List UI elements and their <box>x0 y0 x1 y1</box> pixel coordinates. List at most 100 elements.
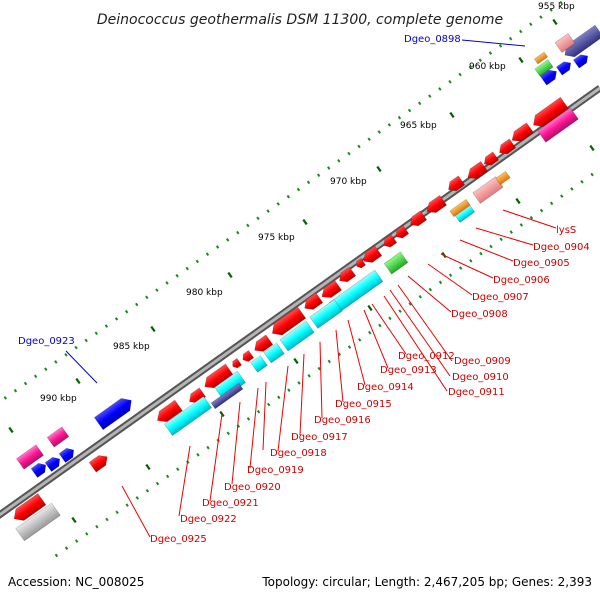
gene-feature[interactable] <box>472 176 504 204</box>
gene-feature[interactable] <box>454 205 476 223</box>
gene-feature[interactable] <box>58 445 77 463</box>
scale-dot <box>215 245 220 249</box>
gene-feature[interactable] <box>230 358 242 369</box>
scale-dot <box>155 481 160 486</box>
gene-feature[interactable] <box>240 350 255 363</box>
gene-feature[interactable] <box>481 151 500 168</box>
gene-feature[interactable] <box>268 306 307 339</box>
gene-feature[interactable] <box>16 444 44 470</box>
gene-label-dgeo0916[interactable]: Dgeo_0916 <box>314 415 371 426</box>
gene-label-dgeo0917[interactable]: Dgeo_0917 <box>291 432 348 443</box>
gene-feature[interactable] <box>279 320 315 352</box>
gene-label-dgeo0904[interactable]: Dgeo_0904 <box>533 242 590 253</box>
gene-label-dgeo0911[interactable]: Dgeo_0911 <box>448 387 505 398</box>
gene-feature[interactable] <box>537 107 579 143</box>
gene-label-dgeo0905[interactable]: Dgeo_0905 <box>513 258 570 269</box>
gene-feature[interactable] <box>263 342 285 364</box>
scale-dot <box>469 259 473 263</box>
scale-dot <box>398 309 402 313</box>
leader-line <box>121 485 151 538</box>
gene-label-dgeo0918[interactable]: Dgeo_0918 <box>270 448 327 459</box>
gene-label-dgeo0914[interactable]: Dgeo_0914 <box>357 382 414 393</box>
gene-feature[interactable] <box>529 96 569 130</box>
scale-dot <box>236 230 240 235</box>
gene-feature[interactable] <box>88 452 111 473</box>
gene-feature[interactable] <box>539 67 559 86</box>
gene-feature[interactable] <box>534 59 554 77</box>
gene-label-dgeo0907[interactable]: Dgeo_0907 <box>472 292 529 303</box>
gene-feature[interactable] <box>393 225 410 240</box>
gene-feature[interactable] <box>201 363 234 392</box>
major-tick <box>589 144 595 152</box>
leader-line <box>397 284 453 362</box>
gene-label-dgeo0921[interactable]: Dgeo_0921 <box>202 498 259 509</box>
gene-feature[interactable] <box>163 395 213 437</box>
gene-feature[interactable] <box>93 394 135 431</box>
scale-dot <box>185 266 189 271</box>
gene-label-lyss[interactable]: lysS <box>556 225 576 236</box>
gene-label-dgeo0909[interactable]: Dgeo_0909 <box>454 356 511 367</box>
gene-label-dgeo0910[interactable]: Dgeo_0910 <box>452 372 509 383</box>
gene-feature[interactable] <box>445 175 466 194</box>
gene-feature[interactable] <box>251 334 274 355</box>
gene-feature[interactable] <box>301 292 324 313</box>
scale-dot <box>489 244 493 249</box>
gene-feature[interactable] <box>318 279 343 301</box>
leader-line <box>262 381 267 451</box>
gene-label-dgeo0922[interactable]: Dgeo_0922 <box>180 514 237 525</box>
gene-feature[interactable] <box>250 355 268 373</box>
gene-feature[interactable] <box>509 122 534 146</box>
scale-dot <box>377 130 381 134</box>
gene-feature[interactable] <box>496 138 517 157</box>
gene-label-dgeo0898[interactable]: Dgeo_0898 <box>404 34 461 45</box>
gene-feature[interactable] <box>309 299 343 329</box>
gene-label-dgeo0920[interactable]: Dgeo_0920 <box>224 482 281 493</box>
gene-feature[interactable] <box>407 210 428 229</box>
gene-feature[interactable] <box>554 33 576 53</box>
gene-feature[interactable] <box>15 502 61 542</box>
gene-label-dgeo0923[interactable]: Dgeo_0923 <box>18 336 75 347</box>
gene-feature[interactable] <box>210 382 244 410</box>
gene-feature[interactable] <box>46 426 70 448</box>
scale-dot <box>499 237 503 242</box>
gene-label-dgeo0925[interactable]: Dgeo_0925 <box>150 534 207 545</box>
gene-feature[interactable] <box>154 399 183 426</box>
scale-dot <box>206 445 210 450</box>
gene-feature[interactable] <box>354 258 366 269</box>
gene-feature[interactable] <box>495 170 511 186</box>
gene-feature[interactable] <box>30 460 49 478</box>
gene-feature[interactable] <box>449 198 471 218</box>
gene-feature[interactable] <box>214 370 246 400</box>
scale-dot <box>367 137 371 142</box>
gene-label-dgeo0915[interactable]: Dgeo_0915 <box>335 399 392 410</box>
gene-label-dgeo0919[interactable]: Dgeo_0919 <box>247 465 304 476</box>
gene-feature[interactable] <box>10 493 47 524</box>
scale-dot <box>105 517 109 522</box>
leader-line <box>335 329 344 403</box>
scale-dot <box>64 352 68 357</box>
genome-backbone <box>0 85 600 519</box>
scale-dot <box>529 215 534 220</box>
scale-dot <box>64 546 69 551</box>
gene-feature[interactable] <box>572 52 590 69</box>
gene-label-dgeo0906[interactable]: Dgeo_0906 <box>493 275 550 286</box>
scale-dot <box>519 223 524 227</box>
scale-dot <box>357 144 361 149</box>
gene-feature[interactable] <box>464 160 489 182</box>
map-title: Deinococcus geothermalis DSM 11300, comp… <box>97 12 503 28</box>
gene-feature[interactable] <box>533 51 549 65</box>
gene-feature[interactable] <box>383 251 409 275</box>
scale-dot <box>165 474 170 479</box>
scale-dot <box>287 388 291 392</box>
gene-label-dgeo0908[interactable]: Dgeo_0908 <box>451 309 508 320</box>
gene-feature[interactable] <box>360 245 383 266</box>
gene-feature[interactable] <box>555 59 573 76</box>
gene-label-dgeo0912[interactable]: Dgeo_0912 <box>398 351 455 362</box>
gene-feature[interactable] <box>423 194 448 216</box>
gene-label-dgeo0913[interactable]: Dgeo_0913 <box>380 365 437 376</box>
scale-dot <box>468 65 472 70</box>
gene-feature[interactable] <box>336 266 357 285</box>
scale-dot <box>560 194 564 198</box>
gene-feature[interactable] <box>44 454 63 472</box>
gene-feature[interactable] <box>381 234 398 249</box>
